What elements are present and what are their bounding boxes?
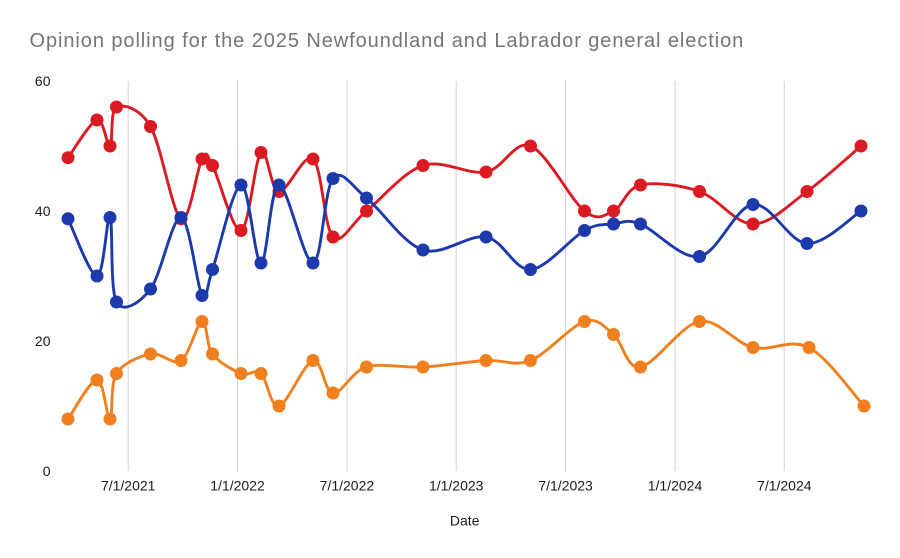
svg-text:7/1/2024: 7/1/2024 (757, 478, 812, 494)
svg-text:60: 60 (35, 73, 51, 89)
svg-text:Opinion polling for the 2025 N: Opinion polling for the 2025 Newfoundlan… (30, 30, 745, 52)
svg-text:1/1/2022: 1/1/2022 (210, 478, 265, 494)
svg-text:7/1/2021: 7/1/2021 (101, 478, 156, 494)
svg-text:7/1/2022: 7/1/2022 (320, 478, 375, 494)
svg-text:20: 20 (35, 333, 51, 349)
svg-text:40: 40 (35, 203, 51, 219)
svg-text:1/1/2023: 1/1/2023 (429, 478, 484, 494)
svg-text:Date: Date (450, 513, 480, 529)
svg-text:7/1/2023: 7/1/2023 (538, 478, 593, 494)
svg-text:0: 0 (43, 463, 51, 479)
svg-text:1/1/2024: 1/1/2024 (648, 478, 703, 494)
